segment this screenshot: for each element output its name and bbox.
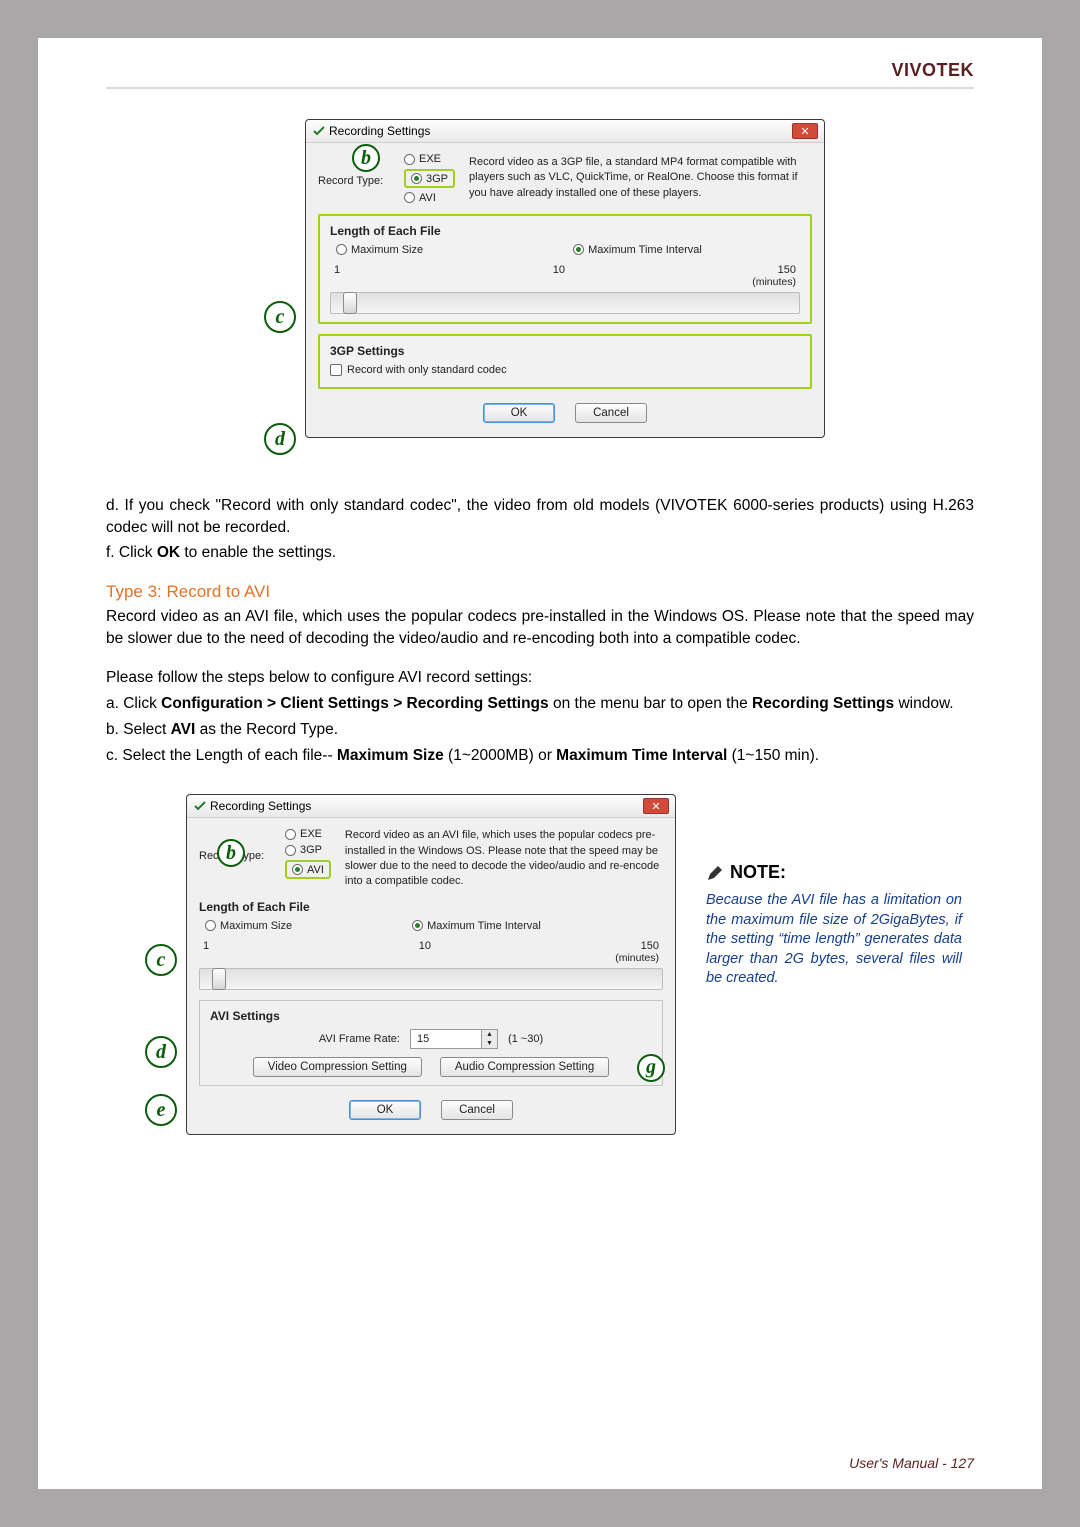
standard-codec-checkbox[interactable]: Record with only standard codec — [330, 364, 507, 376]
avi-section: AVI Settings AVI Frame Rate: 15 ▲▼ (1 ~3… — [199, 1000, 663, 1086]
app-icon — [193, 800, 206, 813]
dialog-titlebar: Recording Settings ✕ — [306, 120, 824, 143]
cancel-button-2[interactable]: Cancel — [441, 1100, 513, 1120]
figure-3gp: c d b Recording Settings ✕ Record Type: — [106, 119, 974, 455]
3gp-section: 3GP Settings Record with only standard c… — [318, 334, 812, 389]
length-title: Length of Each File — [330, 224, 800, 238]
para-f: f. Click OK to enable the settings. — [106, 542, 974, 564]
dialog-title-2: Recording Settings — [210, 799, 311, 813]
radio-3gp-2[interactable]: 3GP — [285, 844, 331, 856]
length-title-2: Length of Each File — [199, 900, 663, 914]
para-d: d. If you check "Record with only standa… — [106, 495, 974, 538]
figure-avi-row: c d e b g Recording Settings ✕ R — [106, 794, 974, 1135]
note-body: Because the AVI file has a limitation on… — [706, 891, 962, 989]
frame-rate-label: AVI Frame Rate: — [319, 1033, 400, 1045]
stepper-down-icon[interactable]: ▼ — [482, 1039, 497, 1048]
callout-d-2: d — [145, 1036, 177, 1068]
step-c: c. Select the Length of each file-- Maxi… — [106, 745, 974, 767]
callout-c-2: c — [145, 944, 177, 976]
length-slider[interactable] — [330, 292, 800, 314]
step-b: b. Select AVI as the Record Type. — [106, 719, 974, 741]
radio-max-time-2[interactable]: Maximum Time Interval — [412, 920, 541, 932]
close-button[interactable]: ✕ — [792, 123, 818, 139]
stepper-up-icon[interactable]: ▲ — [482, 1030, 497, 1039]
radio-max-size-2[interactable]: Maximum Size — [205, 920, 292, 932]
radio-avi-2[interactable]: AVI — [292, 864, 324, 876]
radio-exe[interactable]: EXE — [404, 153, 455, 165]
ok-button-2[interactable]: OK — [349, 1100, 421, 1120]
record-type-label: Record Type: — [318, 175, 383, 187]
radio-exe-2[interactable]: EXE — [285, 828, 331, 840]
callout-b: b — [352, 144, 380, 172]
3gp-title: 3GP Settings — [330, 344, 800, 358]
callout-g: g — [637, 1054, 665, 1082]
audio-compression-button[interactable]: Audio Compression Setting — [440, 1057, 609, 1077]
radio-3gp[interactable]: 3GP — [411, 173, 448, 185]
length-slider-2[interactable] — [199, 968, 663, 990]
pen-icon — [706, 864, 724, 882]
dialog-titlebar-2: Recording Settings ✕ — [187, 795, 675, 818]
minutes-label-2: (minutes) — [199, 952, 663, 964]
minutes-label: (minutes) — [330, 276, 800, 288]
callout-b-2: b — [217, 839, 245, 867]
frame-rate-stepper[interactable]: 15 ▲▼ — [410, 1029, 498, 1049]
frame-range: (1 ~30) — [508, 1033, 543, 1045]
avi-title: AVI Settings — [210, 1009, 652, 1023]
type-description-2: Record video as an AVI file, which uses … — [339, 828, 663, 890]
header-bar: VIVOTEK — [106, 60, 974, 89]
footer: User's Manual - 127 — [849, 1455, 974, 1471]
type-description: Record video as a 3GP file, a standard M… — [463, 153, 812, 201]
brand-text: VIVOTEK — [891, 60, 974, 80]
type3-follow: Please follow the steps below to configu… — [106, 667, 974, 689]
ok-button[interactable]: OK — [483, 403, 555, 423]
note-box: NOTE: Because the AVI file has a limitat… — [694, 854, 974, 999]
close-button-2[interactable]: ✕ — [643, 798, 669, 814]
radio-max-size[interactable]: Maximum Size — [336, 244, 423, 256]
type3-intro: Record video as an AVI file, which uses … — [106, 606, 974, 649]
step-a: a. Click Configuration > Client Settings… — [106, 693, 974, 715]
callout-d: d — [264, 423, 296, 455]
radio-max-time[interactable]: Maximum Time Interval — [573, 244, 702, 256]
length-section: Length of Each File Maximum Size Maximum… — [318, 214, 812, 324]
dialog-title: Recording Settings — [329, 124, 430, 138]
radio-avi[interactable]: AVI — [404, 192, 455, 204]
cancel-button[interactable]: Cancel — [575, 403, 647, 423]
app-icon — [312, 125, 325, 138]
video-compression-button[interactable]: Video Compression Setting — [253, 1057, 422, 1077]
slider-thumb-2[interactable] — [212, 968, 226, 990]
recording-settings-dialog-3gp: b Recording Settings ✕ Record Type: EXE — [305, 119, 825, 438]
callout-e: e — [145, 1094, 177, 1126]
callout-c: c — [264, 301, 296, 333]
note-title: NOTE: — [730, 862, 786, 883]
type3-heading: Type 3: Record to AVI — [106, 582, 974, 602]
slider-thumb[interactable] — [343, 292, 357, 314]
recording-settings-dialog-avi: b g Recording Settings ✕ Record Type: — [186, 794, 676, 1135]
body-text: d. If you check "Record with only standa… — [106, 495, 974, 766]
